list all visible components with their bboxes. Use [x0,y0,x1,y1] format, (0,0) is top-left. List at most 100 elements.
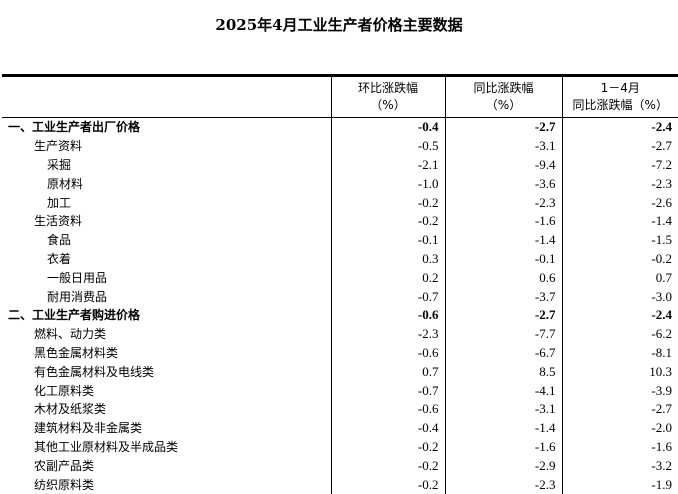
page-title: 2025年4月工业生产者价格主要数据 [0,14,678,35]
ytd-value: -2.7 [562,400,678,419]
mom-value: -0.2 [331,193,445,212]
table-row: 黑色金属材料类-0.6-6.7-8.1 [2,344,678,363]
mom-value: -0.2 [331,438,445,457]
table-row: 燃料、动力类-2.3-7.7-6.2 [2,325,678,344]
row-label: 二、工业生产者购进价格 [2,306,331,325]
header-ytd-line1: 1－4月 [563,80,678,97]
header-ytd-line2: 同比涨跌幅（%） [563,97,678,114]
mom-value: -0.6 [331,306,445,325]
table-row: 耐用消费品-0.7-3.7-3.0 [2,287,678,306]
yoy-value: -2.3 [445,475,562,494]
ytd-value: -3.2 [562,456,678,475]
yoy-value: -1.4 [445,419,562,438]
row-label: 衣着 [2,250,331,269]
mom-value: -0.6 [331,344,445,363]
ytd-value: -3.0 [562,287,678,306]
mom-value: -0.2 [331,456,445,475]
table-header-row: 环比涨跌幅（%） 同比涨跌幅（%） 1－4月同比涨跌幅（%） [2,76,678,118]
header-yoy-line1: 同比涨跌幅 [446,80,562,97]
row-label: 一、工业生产者出厂价格 [2,118,331,137]
ytd-value: 10.3 [562,362,678,381]
ytd-value: -3.9 [562,381,678,400]
yoy-value: -3.6 [445,174,562,193]
table-row: 生产资料-0.5-3.1-2.7 [2,137,678,156]
yoy-value: -1.4 [445,231,562,250]
yoy-value: -9.4 [445,156,562,175]
mom-value: 0.3 [331,250,445,269]
ytd-value: -2.6 [562,193,678,212]
yoy-value: -2.7 [445,118,562,137]
yoy-value: -2.7 [445,306,562,325]
mom-value: -2.1 [331,156,445,175]
yoy-value: -3.1 [445,137,562,156]
mom-value: -1.0 [331,174,445,193]
yoy-value: -7.7 [445,325,562,344]
row-label: 农副产品类 [2,456,331,475]
header-mom-line1: 环比涨跌幅 [332,80,445,97]
ytd-value: 0.7 [562,268,678,287]
row-label: 木材及纸浆类 [2,400,331,419]
mom-value: -0.1 [331,231,445,250]
row-label: 食品 [2,231,331,250]
table-row: 农副产品类-0.2-2.9-3.2 [2,456,678,475]
yoy-value: -3.1 [445,400,562,419]
row-label: 纺织原料类 [2,475,331,494]
mom-value: -0.2 [331,212,445,231]
table-row: 一、工业生产者出厂价格-0.4-2.7-2.4 [2,118,678,137]
mom-value: 0.7 [331,362,445,381]
ytd-value: -2.4 [562,306,678,325]
row-label: 原材料 [2,174,331,193]
header-item [2,76,331,118]
mom-value: -0.4 [331,419,445,438]
header-yoy-line2: （%） [446,97,562,114]
mom-value: -0.7 [331,381,445,400]
mom-value: -0.7 [331,287,445,306]
yoy-value: -6.7 [445,344,562,363]
table-row: 生活资料-0.2-1.6-1.4 [2,212,678,231]
yoy-value: -1.6 [445,438,562,457]
row-label: 采掘 [2,156,331,175]
table-row: 其他工业原材料及半成品类-0.2-1.6-1.6 [2,438,678,457]
ytd-value: -2.7 [562,137,678,156]
row-label: 有色金属材料及电线类 [2,362,331,381]
mom-value: -2.3 [331,325,445,344]
row-label: 加工 [2,193,331,212]
row-label: 生产资料 [2,137,331,156]
header-mom-line2: （%） [332,97,445,114]
yoy-value: -0.1 [445,250,562,269]
mom-value: 0.2 [331,268,445,287]
table-row: 加工-0.2-2.3-2.6 [2,193,678,212]
row-label: 燃料、动力类 [2,325,331,344]
table-row: 木材及纸浆类-0.6-3.1-2.7 [2,400,678,419]
table-row: 化工原料类-0.7-4.1-3.9 [2,381,678,400]
mom-value: -0.4 [331,118,445,137]
ytd-value: -1.5 [562,231,678,250]
ytd-value: -0.2 [562,250,678,269]
price-data-table: 环比涨跌幅（%） 同比涨跌幅（%） 1－4月同比涨跌幅（%） 一、工业生产者出厂… [2,74,678,494]
mom-value: -0.2 [331,475,445,494]
table-row: 建筑材料及非金属类-0.4-1.4-2.0 [2,419,678,438]
table-row: 纺织原料类-0.2-2.3-1.9 [2,475,678,494]
mom-value: -0.5 [331,137,445,156]
yoy-value: 0.6 [445,268,562,287]
yoy-value: 8.5 [445,362,562,381]
ytd-value: -7.2 [562,156,678,175]
ytd-value: -6.2 [562,325,678,344]
ytd-value: -2.3 [562,174,678,193]
yoy-value: -2.3 [445,193,562,212]
table-row: 二、工业生产者购进价格-0.6-2.7-2.4 [2,306,678,325]
header-yoy: 同比涨跌幅（%） [445,76,562,118]
yoy-value: -3.7 [445,287,562,306]
ytd-value: -1.6 [562,438,678,457]
row-label: 黑色金属材料类 [2,344,331,363]
header-mom: 环比涨跌幅（%） [331,76,445,118]
table-row: 采掘-2.1-9.4-7.2 [2,156,678,175]
ytd-value: -8.1 [562,344,678,363]
ytd-value: -2.0 [562,419,678,438]
row-label: 化工原料类 [2,381,331,400]
row-label: 其他工业原材料及半成品类 [2,438,331,457]
ytd-value: -1.9 [562,475,678,494]
